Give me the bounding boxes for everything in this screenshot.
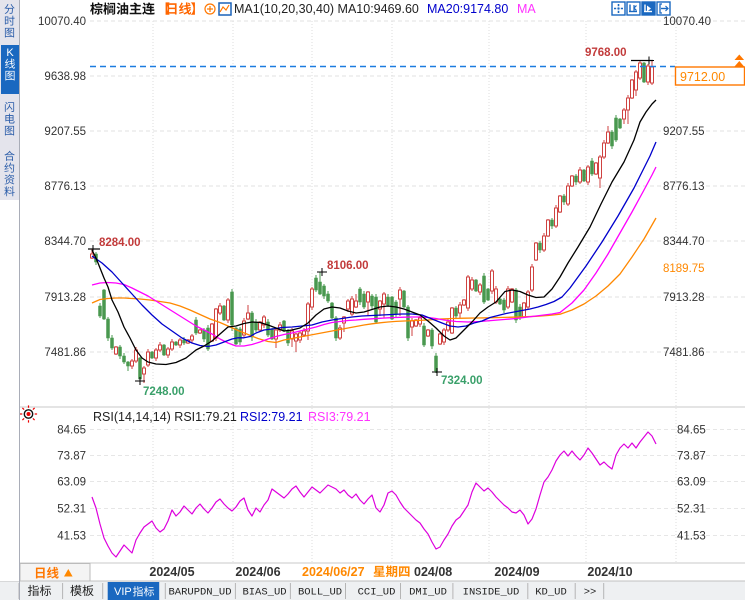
svg-text:DMI_UD: DMI_UD	[409, 587, 447, 599]
svg-text:84.65: 84.65	[677, 425, 706, 437]
svg-text:CCI_UD: CCI_UD	[358, 587, 396, 599]
svg-text:7913.28: 7913.28	[44, 292, 86, 304]
svg-text:MA: MA	[517, 2, 536, 16]
svg-text:9712.00: 9712.00	[680, 70, 725, 84]
svg-text:8106.00: 8106.00	[327, 260, 369, 272]
svg-text:9638.98: 9638.98	[44, 71, 86, 83]
svg-text:K: K	[6, 47, 14, 59]
svg-text:RSI2:79.21: RSI2:79.21	[240, 410, 303, 424]
svg-text:8284.00: 8284.00	[99, 237, 141, 249]
svg-text:52.31: 52.31	[677, 504, 706, 516]
svg-text:7324.00: 7324.00	[441, 375, 483, 387]
svg-text:2024/05: 2024/05	[149, 565, 194, 579]
svg-text:8344.70: 8344.70	[663, 236, 705, 248]
svg-text:10070.40: 10070.40	[663, 16, 711, 28]
svg-text:73.87: 73.87	[57, 451, 86, 463]
svg-text:>>: >>	[584, 587, 597, 599]
svg-text:7481.86: 7481.86	[44, 347, 86, 359]
svg-text:63.09: 63.09	[677, 477, 706, 489]
svg-text:84.65: 84.65	[57, 425, 86, 437]
svg-text:BIAS_UD: BIAS_UD	[242, 587, 286, 599]
svg-text:KD_UD: KD_UD	[535, 587, 567, 599]
svg-text:41.53: 41.53	[57, 531, 86, 543]
svg-text:8344.70: 8344.70	[44, 236, 86, 248]
svg-text:INSIDE_UD: INSIDE_UD	[463, 587, 520, 599]
svg-text:2024/06/27: 2024/06/27	[302, 565, 365, 579]
svg-text:VIP: VIP	[114, 586, 132, 598]
svg-text:BOLL_UD: BOLL_UD	[298, 587, 342, 599]
svg-text:9207.55: 9207.55	[663, 126, 705, 138]
svg-text:2024/09: 2024/09	[494, 565, 539, 579]
svg-text:RSI(14,14,14) RSI1:79.21: RSI(14,14,14) RSI1:79.21	[93, 410, 237, 424]
svg-text:8189.75: 8189.75	[663, 263, 705, 275]
svg-text:8776.13: 8776.13	[44, 181, 86, 193]
svg-text:024/08: 024/08	[414, 565, 452, 579]
svg-text:7913.28: 7913.28	[663, 292, 705, 304]
svg-text:63.09: 63.09	[57, 477, 86, 489]
svg-text:RSI3:79.21: RSI3:79.21	[308, 410, 371, 424]
svg-text:MA20:9174.80: MA20:9174.80	[427, 2, 508, 16]
svg-text:41.53: 41.53	[677, 531, 706, 543]
svg-text:9768.00: 9768.00	[585, 47, 627, 59]
svg-text:7248.00: 7248.00	[143, 386, 185, 398]
svg-text:52.31: 52.31	[57, 504, 86, 516]
svg-text:8776.13: 8776.13	[663, 181, 705, 193]
svg-text:MA1(10,20,30,40) MA10:9469.60: MA1(10,20,30,40) MA10:9469.60	[234, 2, 419, 16]
svg-text:2024/10: 2024/10	[587, 565, 632, 579]
svg-text:2024/06: 2024/06	[235, 565, 280, 579]
svg-text:9207.55: 9207.55	[44, 126, 86, 138]
svg-text:7481.86: 7481.86	[663, 347, 705, 359]
svg-text:10070.40: 10070.40	[38, 16, 86, 28]
svg-text:73.87: 73.87	[677, 451, 706, 463]
svg-text:BARUPDN_UD: BARUPDN_UD	[168, 587, 231, 599]
